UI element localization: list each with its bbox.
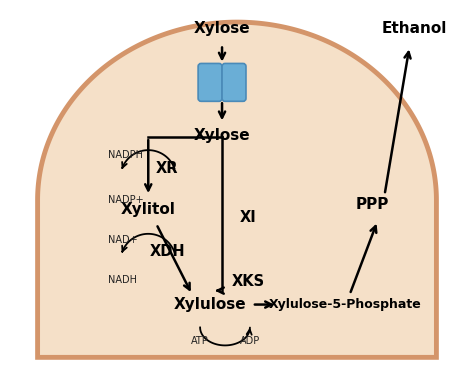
Text: XR: XR [156, 161, 178, 176]
Text: NADPH: NADPH [109, 150, 143, 160]
Text: Xylulose-5-Phosphate: Xylulose-5-Phosphate [268, 298, 421, 311]
Text: XKS: XKS [231, 274, 264, 289]
Text: Ethanol: Ethanol [382, 21, 447, 36]
Text: NADH: NADH [109, 275, 137, 285]
Text: PPP: PPP [356, 198, 389, 212]
Text: NADP+: NADP+ [109, 195, 144, 205]
FancyBboxPatch shape [198, 64, 222, 101]
Text: ATP: ATP [191, 336, 209, 346]
Text: Xylitol: Xylitol [121, 202, 176, 217]
Text: Xylose: Xylose [194, 128, 250, 143]
Text: Xylose: Xylose [194, 21, 250, 36]
Text: ADP: ADP [240, 336, 260, 346]
FancyBboxPatch shape [222, 64, 246, 101]
Text: XI: XI [239, 211, 256, 225]
Text: XDH: XDH [149, 244, 185, 259]
Text: Xylulose: Xylulose [174, 297, 246, 312]
Text: NAD+: NAD+ [109, 235, 138, 245]
Polygon shape [37, 22, 437, 357]
